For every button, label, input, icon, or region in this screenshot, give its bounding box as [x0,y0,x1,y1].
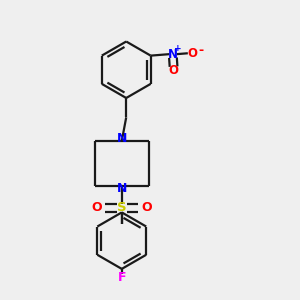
Text: N: N [168,48,178,61]
Text: N: N [117,182,127,194]
Text: O: O [187,47,197,60]
Text: +: + [174,44,182,53]
Text: O: O [142,202,152,214]
Text: F: F [118,271,126,284]
Text: -: - [198,44,203,57]
Text: S: S [117,202,127,214]
Text: O: O [91,202,102,214]
Text: O: O [169,64,178,77]
Text: N: N [117,132,127,145]
